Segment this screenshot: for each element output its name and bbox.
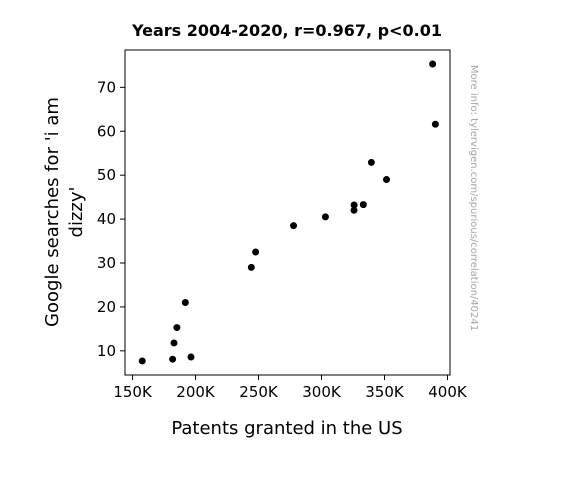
data-point [359, 201, 367, 209]
y-axis-label: Google searches for 'i am dizzy' [42, 97, 87, 327]
data-point [173, 324, 181, 332]
data-point [383, 176, 391, 184]
data-point [350, 201, 358, 209]
data-point [247, 263, 255, 271]
x-axis-label: Patents granted in the US [171, 418, 402, 439]
plot-area [124, 49, 451, 376]
data-point [138, 357, 146, 365]
y-tick-label: 30 [97, 254, 116, 272]
y-axis: 10 20 30 40 50 60 70 [97, 78, 125, 360]
y-tick-label: 60 [97, 122, 116, 140]
data-point [350, 206, 358, 214]
y-tick-label: 70 [97, 78, 116, 96]
data-point [169, 355, 177, 363]
data-point [290, 222, 298, 230]
x-tick-label: 400K [428, 383, 468, 401]
data-point [187, 353, 195, 361]
data-point [429, 60, 437, 68]
source-watermark: More info: tylervigen.com/spurious/corre… [468, 65, 479, 331]
y-tick-label: 10 [97, 342, 116, 360]
x-tick-label: 350K [365, 383, 405, 401]
y-axis-label-line-1: Google searches for 'i am [42, 97, 63, 327]
data-point [181, 299, 189, 307]
data-point [431, 120, 439, 128]
data-point [170, 339, 178, 347]
y-tick-label: 40 [97, 210, 116, 228]
chart-title: Years 2004-2020, r=0.967, p<0.01 [131, 21, 442, 40]
data-point [252, 248, 260, 256]
data-point [367, 158, 375, 166]
y-axis-label-line-2: dizzy' [66, 187, 87, 238]
watermark-text: More info: tylervigen.com/spurious/corre… [468, 65, 479, 331]
x-tick-label: 250K [239, 383, 279, 401]
data-points [138, 60, 439, 365]
data-point [321, 213, 329, 221]
x-tick-label: 300K [302, 383, 342, 401]
x-tick-label: 200K [176, 383, 216, 401]
y-tick-label: 50 [97, 166, 116, 184]
x-axis: 150K 200K 250K 300K 350K 400K [113, 375, 468, 401]
x-tick-label: 150K [113, 383, 153, 401]
y-tick-label: 20 [97, 298, 116, 316]
